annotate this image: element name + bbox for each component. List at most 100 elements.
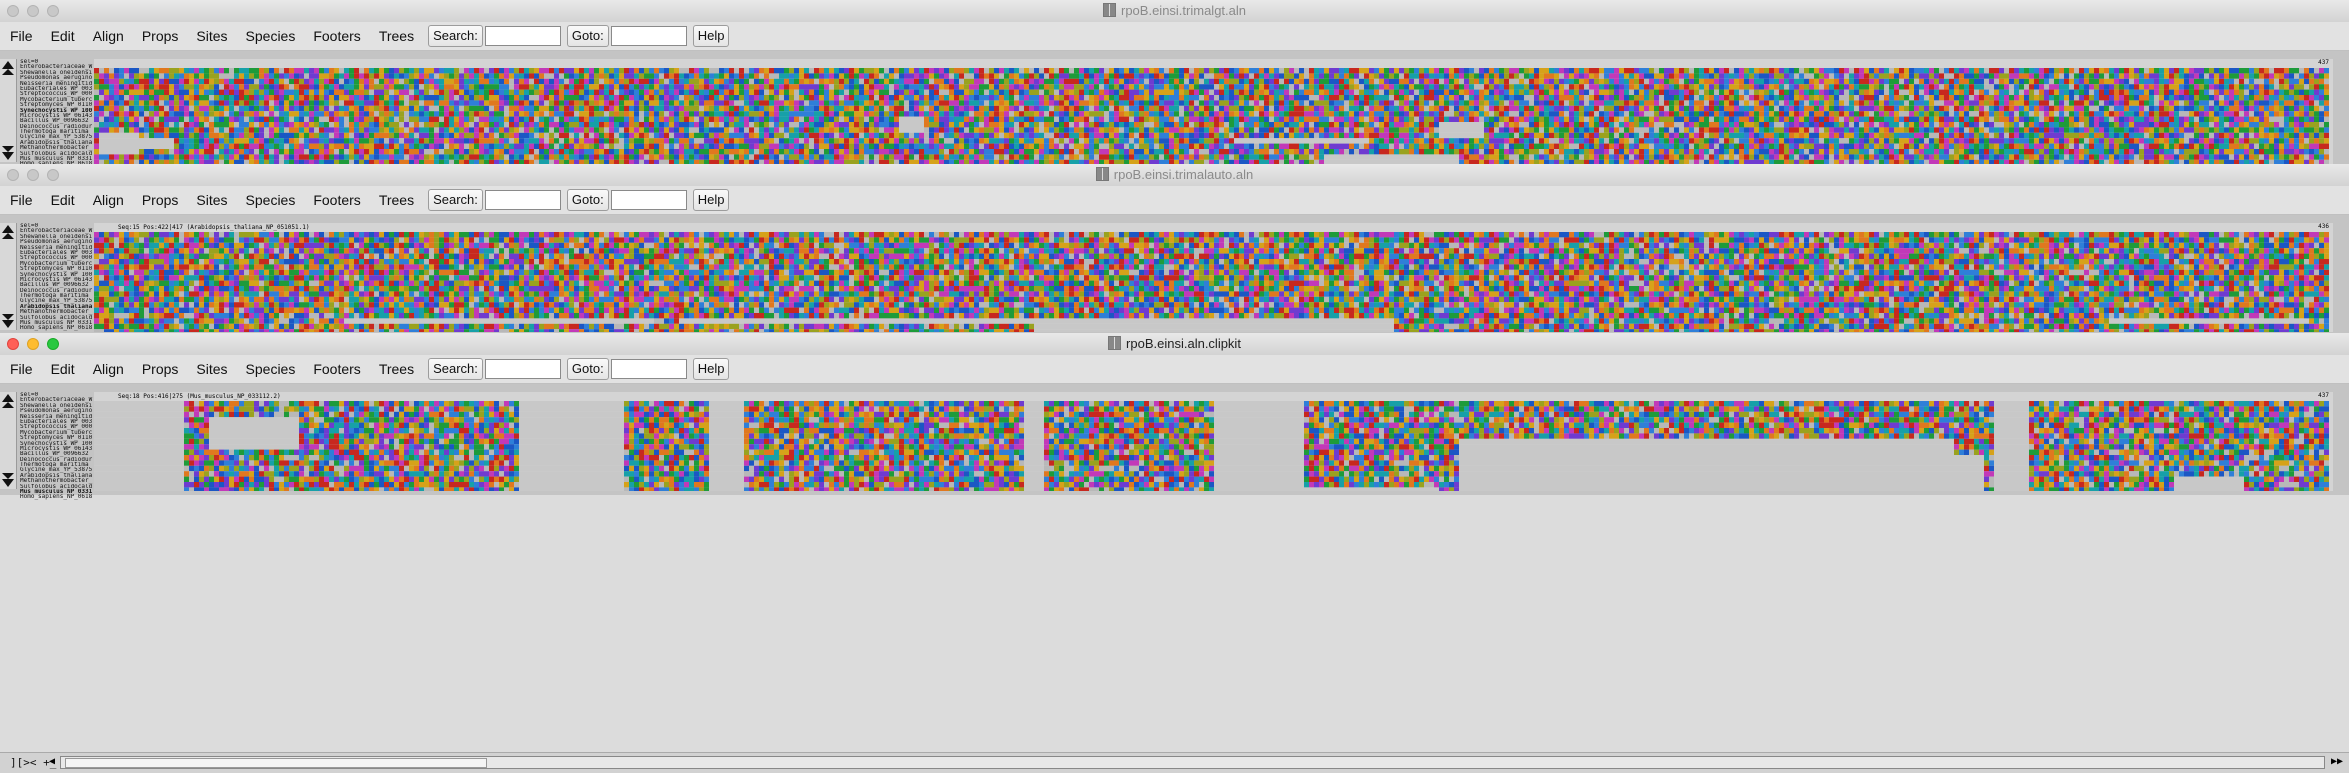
residue-cell[interactable]	[809, 84, 814, 90]
residue-cell[interactable]	[1644, 95, 1649, 101]
scroll-down-icon[interactable]	[2, 146, 14, 152]
residue-cell[interactable]	[2004, 89, 2009, 95]
residue-cell[interactable]	[764, 68, 769, 74]
residue-cell[interactable]	[2019, 73, 2024, 79]
residue-cell[interactable]	[2139, 68, 2144, 74]
residue-cell[interactable]	[374, 122, 379, 128]
residue-cell[interactable]	[1939, 105, 1944, 112]
residue-cell[interactable]	[189, 105, 194, 112]
residue-cell[interactable]	[1084, 111, 1089, 117]
residue-cell[interactable]	[379, 95, 384, 101]
residue-cell[interactable]	[1374, 95, 1379, 101]
residue-cell[interactable]	[254, 89, 259, 95]
residue-cell[interactable]	[604, 73, 609, 79]
residue-cell[interactable]	[1899, 105, 1904, 112]
residue-cell[interactable]	[779, 116, 784, 122]
residue-cell[interactable]	[219, 127, 224, 133]
residue-cell[interactable]	[1934, 78, 1939, 85]
residue-cell[interactable]	[1944, 122, 1949, 128]
residue-cell[interactable]	[2139, 73, 2144, 79]
residue-cell[interactable]	[424, 111, 429, 117]
residue-cell[interactable]	[1294, 122, 1299, 128]
residue-cell[interactable]	[914, 78, 919, 85]
residue-cell[interactable]	[1259, 105, 1264, 112]
residue-cell[interactable]	[299, 84, 304, 90]
residue-cell[interactable]	[2119, 78, 2124, 85]
residue-cell[interactable]	[1804, 84, 1809, 90]
residue-cell[interactable]	[2259, 68, 2264, 74]
residue-cell[interactable]	[1294, 89, 1299, 95]
residue-cell[interactable]	[1514, 105, 1519, 112]
residue-cell[interactable]	[1899, 68, 1904, 74]
residue-cell[interactable]	[299, 95, 304, 101]
residue-cell[interactable]	[1259, 100, 1264, 106]
residue-cell[interactable]	[419, 105, 424, 112]
residue-cell[interactable]	[1849, 68, 1854, 74]
residue-cell[interactable]	[1539, 73, 1544, 79]
residue-cell[interactable]	[2064, 95, 2069, 101]
residue-cell[interactable]	[2039, 116, 2044, 122]
residue-cell[interactable]	[1474, 100, 1479, 106]
residue-cell[interactable]	[539, 100, 544, 106]
residue-cell[interactable]	[2114, 73, 2119, 79]
residue-cell[interactable]	[829, 116, 834, 122]
residue-cell[interactable]	[709, 89, 714, 95]
residue-cell[interactable]	[369, 84, 374, 90]
residue-cell[interactable]	[2294, 100, 2299, 106]
residue-cell[interactable]	[1064, 78, 1069, 85]
residue-cell[interactable]	[809, 95, 814, 101]
residue-cell[interactable]	[1824, 84, 1829, 90]
residue-cell[interactable]	[849, 116, 854, 122]
residue-cell[interactable]	[1249, 116, 1254, 122]
residue-cell[interactable]	[644, 78, 649, 85]
residue-cell[interactable]	[1339, 105, 1344, 112]
residue-cell[interactable]	[629, 95, 634, 101]
residue-cell[interactable]	[544, 68, 549, 74]
residue-cell[interactable]	[1454, 122, 1459, 128]
residue-cell[interactable]	[2284, 116, 2289, 122]
residue-cell[interactable]	[759, 95, 764, 101]
residue-cell[interactable]	[2309, 89, 2314, 95]
residue-cell[interactable]	[1384, 95, 1389, 101]
residue-cell[interactable]	[1799, 89, 1804, 95]
residue-cell[interactable]	[1954, 111, 1959, 117]
residue-cell[interactable]	[889, 73, 894, 79]
residue-cell[interactable]	[484, 100, 489, 106]
residue-cell[interactable]	[459, 100, 464, 106]
residue-cell[interactable]	[1609, 68, 1614, 74]
residue-cell[interactable]	[1029, 116, 1034, 122]
residue-cell[interactable]	[1739, 95, 1744, 101]
residue-cell[interactable]	[929, 116, 934, 122]
residue-cell[interactable]	[1404, 116, 1409, 122]
residue-cell[interactable]	[99, 95, 104, 101]
residue-cell[interactable]	[274, 68, 279, 74]
residue-cell[interactable]	[1729, 89, 1734, 95]
residue-cell[interactable]	[479, 100, 484, 106]
residue-cell[interactable]	[2109, 73, 2114, 79]
residue-cell[interactable]	[2064, 100, 2069, 106]
residue-cell[interactable]	[124, 78, 129, 85]
residue-cell[interactable]	[404, 111, 409, 117]
residue-cell[interactable]	[1339, 78, 1344, 85]
residue-cell[interactable]	[1734, 105, 1739, 112]
residue-cell[interactable]	[1229, 105, 1234, 112]
residue-cell[interactable]	[384, 84, 389, 90]
residue-cell[interactable]	[864, 122, 869, 128]
residue-cell[interactable]	[484, 68, 489, 74]
residue-cell[interactable]	[1164, 73, 1169, 79]
residue-cell[interactable]	[1769, 122, 1774, 128]
residue-cell[interactable]	[294, 73, 299, 79]
residue-cell[interactable]	[769, 111, 774, 117]
residue-cell[interactable]	[2214, 122, 2219, 128]
residue-cell[interactable]	[889, 116, 894, 122]
residue-cell[interactable]	[624, 122, 629, 128]
residue-cell[interactable]	[2304, 122, 2309, 128]
menu-align[interactable]: Align	[83, 28, 132, 44]
residue-cell[interactable]	[1064, 84, 1069, 90]
residue-cell[interactable]	[904, 100, 909, 106]
residue-cell[interactable]	[2034, 73, 2039, 79]
residue-cell[interactable]	[534, 95, 539, 101]
residue-cell[interactable]	[899, 73, 904, 79]
residue-cell[interactable]	[2314, 100, 2319, 106]
residue-cell[interactable]	[664, 95, 669, 101]
